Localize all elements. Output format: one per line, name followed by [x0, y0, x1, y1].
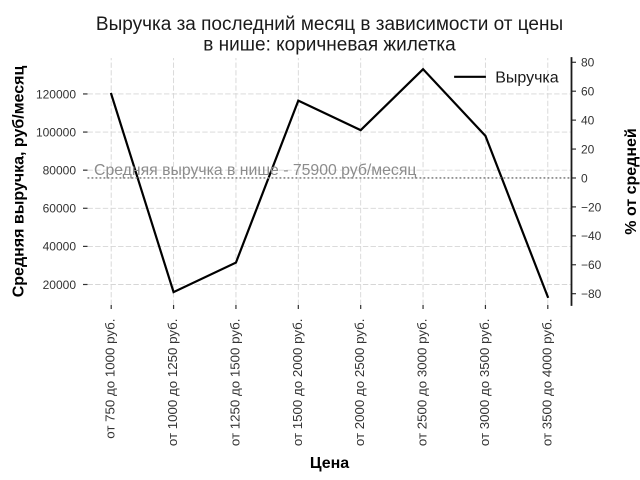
svg-text:Выручка за последний месяц в з: Выручка за последний месяц в зависимости…: [96, 14, 563, 35]
svg-text:−40: −40: [581, 229, 602, 243]
svg-text:от 2000 до 2500 руб.: от 2000 до 2500 руб.: [352, 319, 367, 447]
svg-text:20000: 20000: [43, 278, 77, 292]
svg-text:80: 80: [581, 56, 595, 70]
svg-text:от 1500 до 2000 руб.: от 1500 до 2000 руб.: [290, 319, 305, 447]
svg-text:−20: −20: [581, 200, 602, 214]
svg-text:40: 40: [581, 113, 595, 127]
svg-text:от 3000 до 3500 руб.: от 3000 до 3500 руб.: [477, 319, 492, 447]
svg-text:Средняя выручка в нише - 75900: Средняя выручка в нише - 75900 руб/месяц: [94, 162, 416, 179]
svg-text:Выручка: Выручка: [495, 69, 559, 86]
svg-text:−60: −60: [581, 258, 602, 272]
svg-text:80000: 80000: [43, 164, 77, 178]
svg-text:Средняя выручка, руб/месяц: Средняя выручка, руб/месяц: [11, 66, 28, 298]
svg-text:−80: −80: [581, 287, 602, 301]
svg-text:Цена: Цена: [310, 455, 349, 472]
svg-text:в нише: коричневая жилетка: в нише: коричневая жилетка: [203, 35, 456, 56]
svg-text:100000: 100000: [36, 125, 76, 139]
svg-text:20: 20: [581, 142, 595, 156]
svg-text:120000: 120000: [36, 87, 76, 101]
svg-text:от 1250 до 1500 руб.: от 1250 до 1500 руб.: [227, 319, 242, 447]
svg-text:40000: 40000: [43, 240, 77, 254]
svg-text:от 1000 до 1250 руб.: от 1000 до 1250 руб.: [165, 319, 180, 447]
svg-text:60000: 60000: [43, 202, 77, 216]
svg-text:60: 60: [581, 85, 595, 99]
svg-text:от 750 до 1000 руб.: от 750 до 1000 руб.: [103, 319, 118, 439]
svg-text:% от средней: % от средней: [623, 128, 640, 234]
svg-text:от 2500 до 3000 руб.: от 2500 до 3000 руб.: [415, 319, 430, 447]
svg-text:от 3500 до 4000 руб.: от 3500 до 4000 руб.: [539, 319, 554, 447]
svg-text:0: 0: [581, 171, 588, 185]
